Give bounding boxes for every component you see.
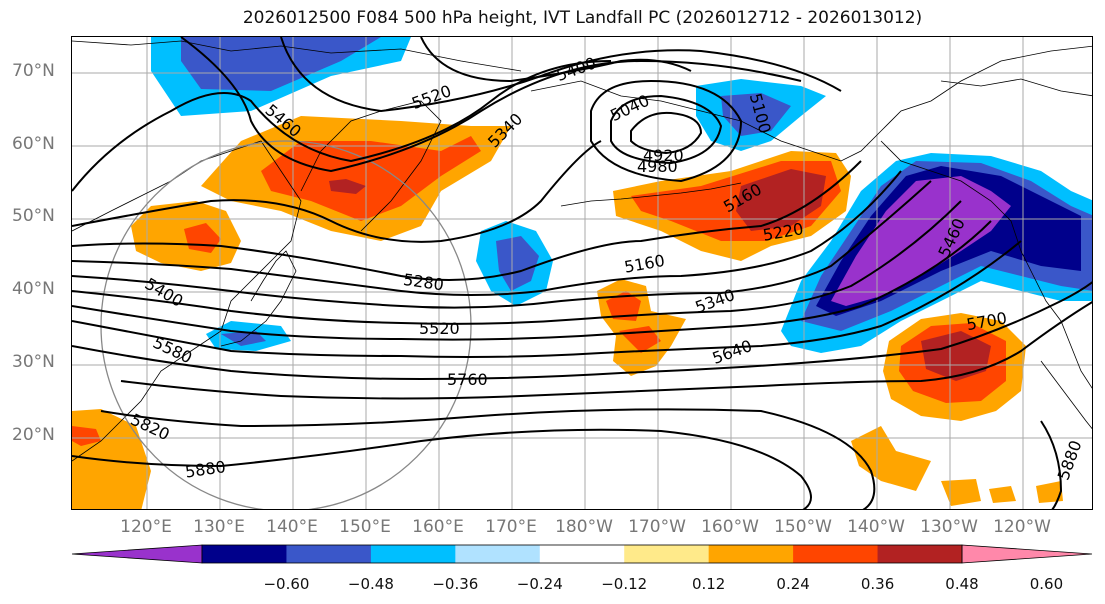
kamchatka-coastline bbox=[300, 100, 442, 232]
ivt-region bbox=[921, 331, 991, 381]
contour-label: 5400 bbox=[554, 53, 599, 85]
ivt-region bbox=[989, 486, 1016, 503]
colorbar-segment bbox=[624, 545, 710, 563]
colorbar-tick-label: 0.60 bbox=[1029, 575, 1064, 593]
lat-label: 30°N bbox=[12, 352, 55, 372]
colorbar-tick-label: −0.12 bbox=[601, 575, 648, 593]
colorbar-segment bbox=[370, 545, 456, 563]
map-canvas: 5400 5520 5340 5040 5100 4920 4980 5460 … bbox=[72, 37, 1092, 509]
colorbar-segment bbox=[708, 545, 794, 563]
contour-label: 5400 bbox=[142, 274, 187, 311]
ivt-region bbox=[851, 426, 931, 491]
arctic-coastline bbox=[72, 40, 522, 72]
lon-label: 160°W bbox=[701, 517, 759, 537]
ivt-region bbox=[261, 136, 481, 221]
colorbar bbox=[71, 544, 1093, 564]
colorbar-extend-high bbox=[961, 544, 1093, 564]
lon-label: 180°W bbox=[555, 517, 613, 537]
lon-label: 130°W bbox=[920, 517, 978, 537]
lon-label: 170°E bbox=[485, 517, 537, 537]
aleutian-coastline bbox=[560, 182, 742, 207]
ivt-region bbox=[329, 179, 366, 194]
colorbar-segment bbox=[539, 545, 625, 563]
colorbar-extend-low bbox=[71, 544, 203, 564]
lon-label: 140°W bbox=[847, 517, 905, 537]
lon-label: 150°E bbox=[339, 517, 391, 537]
contour-label: 4920 bbox=[643, 146, 684, 165]
lon-label: 120°E bbox=[120, 517, 172, 537]
colorbar-tick-label: 0.36 bbox=[860, 575, 895, 593]
colorbar-tick-label: 0.24 bbox=[776, 575, 810, 593]
north-america-coastline bbox=[880, 140, 1092, 389]
map-panel: 5400 5520 5340 5040 5100 4920 4980 5460 … bbox=[71, 36, 1093, 510]
colorbar-tick-label: −0.36 bbox=[432, 575, 479, 593]
colorbar-segment bbox=[877, 545, 963, 563]
ivt-region bbox=[181, 37, 381, 91]
map-title: 2026012500 F084 500 hPa height, IVT Land… bbox=[242, 8, 923, 28]
ivt-region bbox=[1036, 481, 1063, 503]
ivt-region bbox=[606, 291, 641, 321]
height-contours bbox=[72, 37, 1092, 509]
colorbar-tick-label: −0.48 bbox=[347, 575, 394, 593]
lat-label: 60°N bbox=[12, 134, 55, 154]
colorbar-tick-label: 0.48 bbox=[945, 575, 979, 593]
colorbar-segment bbox=[455, 545, 541, 563]
ivt-region bbox=[941, 479, 981, 506]
colorbar-tick-label: −0.24 bbox=[516, 575, 563, 593]
contour-label: 5880 bbox=[1054, 438, 1086, 483]
canada-border bbox=[940, 78, 1092, 97]
colorbar-segment bbox=[286, 545, 372, 563]
ivt-shading bbox=[72, 37, 1092, 509]
contour-label: 5160 bbox=[623, 251, 666, 277]
lat-label: 40°N bbox=[12, 279, 55, 299]
lon-label: 120°W bbox=[993, 517, 1051, 537]
mexico-coastline bbox=[1040, 360, 1092, 430]
lat-label: 50°N bbox=[12, 206, 55, 226]
alaska-coastline bbox=[530, 45, 1092, 162]
ivt-region bbox=[831, 176, 1011, 306]
colorbar-tick-label: −0.60 bbox=[263, 575, 310, 593]
lon-label: 140°E bbox=[266, 517, 318, 537]
lon-label: 170°W bbox=[628, 517, 686, 537]
colorbar-tick-label: 0.12 bbox=[691, 575, 726, 593]
ivt-region bbox=[72, 426, 101, 446]
colorbar-segment bbox=[793, 545, 879, 563]
ivt-region bbox=[496, 236, 539, 291]
contour-label: 5640 bbox=[710, 336, 755, 368]
lat-label: 20°N bbox=[12, 425, 55, 445]
contour-label: 4980 bbox=[637, 157, 678, 176]
contour-label: 5340 bbox=[484, 109, 526, 151]
colorbar-outline bbox=[201, 544, 963, 564]
contour-label: 5760 bbox=[447, 370, 488, 389]
contour-label: 5040 bbox=[607, 91, 652, 125]
contour-label: 5520 bbox=[409, 81, 454, 113]
lon-label: 150°W bbox=[774, 517, 832, 537]
ivt-region bbox=[721, 93, 791, 136]
colorbar-segment bbox=[202, 545, 287, 563]
contour-label: 5520 bbox=[419, 319, 460, 338]
lat-label: 70°N bbox=[12, 61, 55, 81]
lon-label: 160°E bbox=[412, 517, 464, 537]
lon-label: 130°E bbox=[193, 517, 245, 537]
